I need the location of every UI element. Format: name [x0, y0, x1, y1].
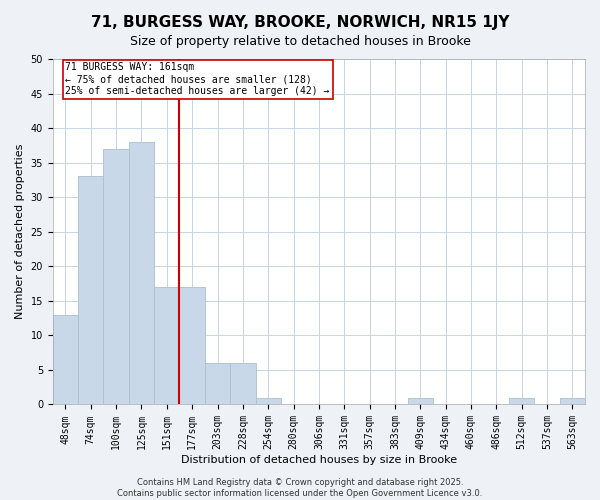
Bar	[78, 176, 103, 404]
Bar	[179, 287, 205, 405]
Bar	[407, 398, 433, 404]
Text: Size of property relative to detached houses in Brooke: Size of property relative to detached ho…	[130, 35, 470, 48]
Text: Contains HM Land Registry data © Crown copyright and database right 2025.
Contai: Contains HM Land Registry data © Crown c…	[118, 478, 482, 498]
Y-axis label: Number of detached properties: Number of detached properties	[15, 144, 25, 320]
Text: 71, BURGESS WAY, BROOKE, NORWICH, NR15 1JY: 71, BURGESS WAY, BROOKE, NORWICH, NR15 1…	[91, 15, 509, 30]
Bar	[230, 363, 256, 405]
Bar	[560, 398, 585, 404]
Text: 71 BURGESS WAY: 161sqm
← 75% of detached houses are smaller (128)
25% of semi-de: 71 BURGESS WAY: 161sqm ← 75% of detached…	[65, 62, 330, 96]
Bar	[103, 149, 129, 405]
Bar	[256, 398, 281, 404]
Bar	[129, 142, 154, 405]
Bar	[509, 398, 535, 404]
Bar	[205, 363, 230, 405]
X-axis label: Distribution of detached houses by size in Brooke: Distribution of detached houses by size …	[181, 455, 457, 465]
Bar	[154, 287, 179, 405]
Bar	[53, 314, 78, 404]
